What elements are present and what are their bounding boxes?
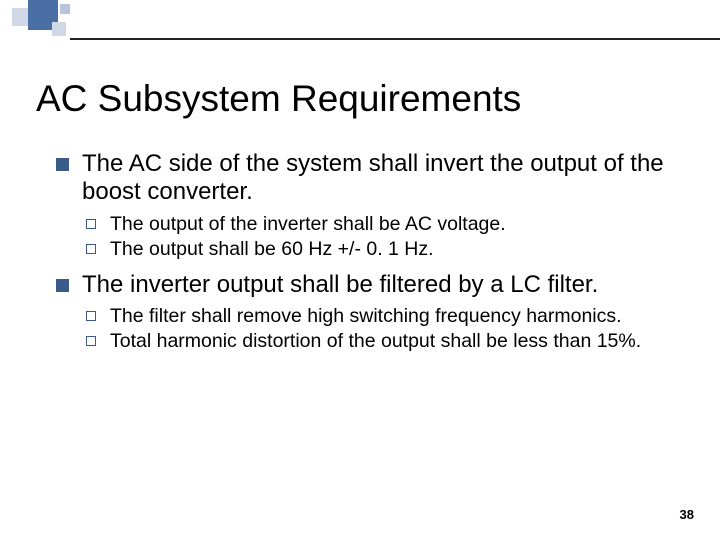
bullet-text: The output shall be 60 Hz +/- 0. 1 Hz.: [110, 238, 434, 260]
hollow-square-icon: [86, 311, 96, 321]
hollow-square-icon: [86, 244, 96, 254]
bullet-level2: The output shall be 60 Hz +/- 0. 1 Hz.: [56, 238, 680, 261]
bullet-text: The filter shall remove high switching f…: [110, 305, 622, 327]
page-number: 38: [680, 507, 694, 522]
bullet-level1: The AC side of the system shall invert t…: [56, 150, 680, 207]
bullet-text: The AC side of the system shall invert t…: [82, 150, 664, 205]
deco-square-3: [52, 22, 66, 36]
top-divider-line: [70, 38, 720, 40]
slide-content: The AC side of the system shall invert t…: [56, 150, 680, 355]
bullet-level2: The filter shall remove high switching f…: [56, 305, 680, 328]
hollow-square-icon: [86, 336, 96, 346]
slide-title: AC Subsystem Requirements: [36, 78, 521, 120]
bullet-level2: The output of the inverter shall be AC v…: [56, 213, 680, 236]
bullet-level1: The inverter output shall be filtered by…: [56, 271, 680, 299]
hollow-square-icon: [86, 219, 96, 229]
bullet-text: The output of the inverter shall be AC v…: [110, 213, 506, 235]
bullet-level2: Total harmonic distortion of the output …: [56, 330, 680, 353]
corner-decoration: [0, 0, 160, 50]
bullet-text: The inverter output shall be filtered by…: [82, 271, 598, 298]
filled-square-icon: [56, 279, 69, 292]
deco-square-4: [60, 4, 70, 14]
bullet-text: Total harmonic distortion of the output …: [110, 330, 641, 352]
filled-square-icon: [56, 158, 69, 171]
